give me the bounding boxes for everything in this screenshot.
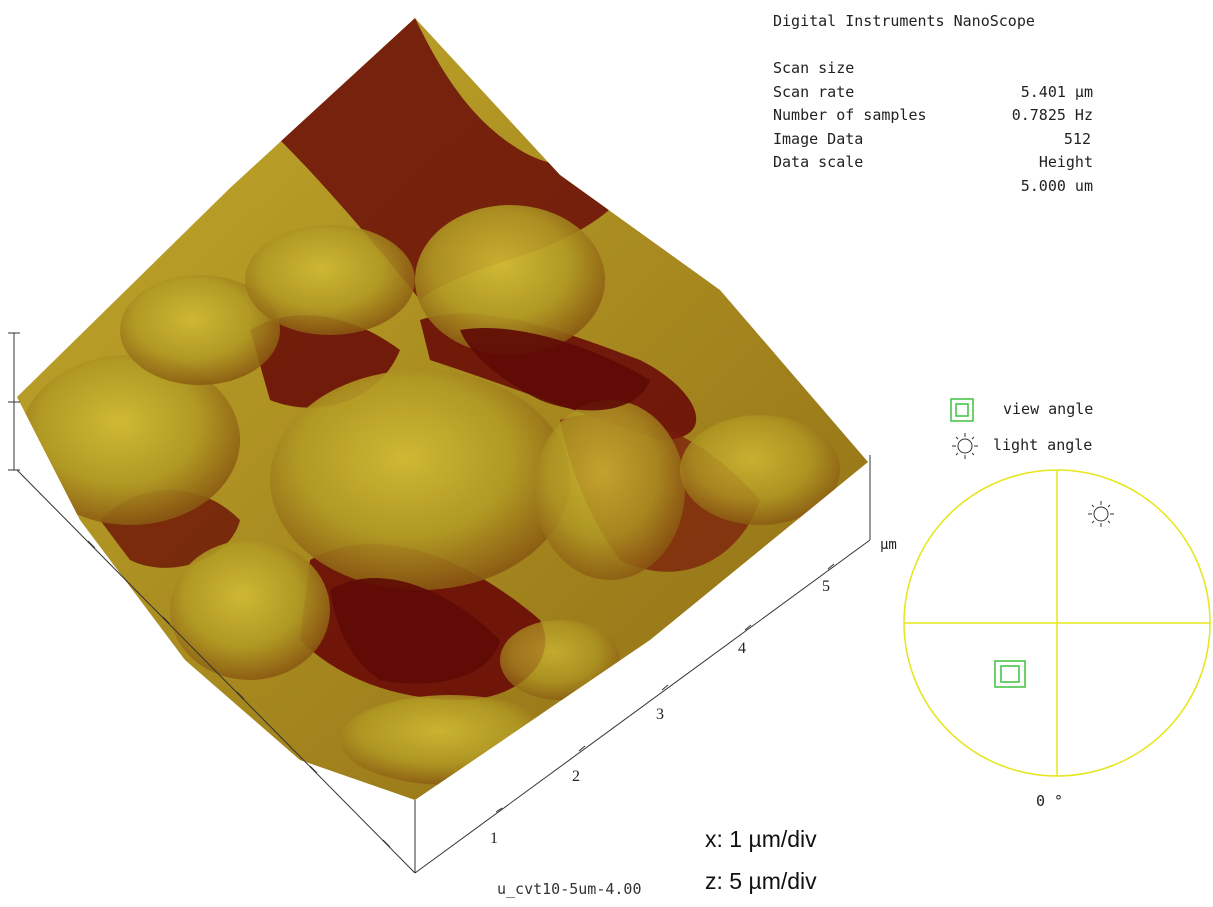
param-scan-rate: Scan rate 0.7825 Hz [773, 57, 1133, 125]
light-angle-icon [952, 433, 978, 459]
x-scale-label: x: 1 µm/div [705, 826, 817, 852]
angle-readout: 0 ° [1036, 792, 1064, 810]
y-tick [578, 745, 586, 752]
y-axis-line [414, 539, 871, 874]
x-tick [382, 839, 391, 848]
light-angle-label: light angle [993, 436, 1093, 454]
z-scale-label: z: 5 µm/div [705, 868, 817, 894]
axis-tick-label: 4 [738, 640, 746, 657]
view-position-icon [994, 660, 1026, 688]
param-scan-size: Scan size 5.401 µm [773, 34, 1133, 101]
image-filename: u_cvt10-5um-4.00 [497, 880, 642, 898]
x-tick [87, 540, 96, 549]
x-tick [236, 691, 245, 700]
param-data-scale: Data scale 5.000 um [773, 128, 1133, 195]
scan-info-panel: Digital Instruments NanoScope Scan size … [773, 10, 1133, 195]
axis-tick-label: 1 [490, 830, 498, 847]
axis-unit-label: µm [880, 537, 897, 553]
axis-tick-label: 5 [822, 578, 830, 595]
x-tick [162, 616, 171, 625]
param-value: 5.401 µm [1020, 82, 1093, 101]
param-value: 512 [1063, 129, 1091, 148]
y-tick [495, 807, 503, 813]
param-key: Scan size [773, 59, 855, 77]
surface-plot [17, 18, 868, 800]
param-image-data: Image Data Height [773, 104, 1133, 172]
param-value: Height [1038, 153, 1093, 171]
param-number-of-samples: Number of samples 512 [773, 81, 1133, 148]
view-angle-label: view angle [1003, 400, 1094, 418]
angle-legend [950, 398, 978, 459]
x-axis-line [16, 469, 416, 874]
view-angle-icon [950, 398, 974, 422]
y-tick [661, 684, 669, 691]
param-value: 0.7825 Hz [1011, 106, 1093, 124]
y-tick [744, 624, 752, 631]
x-tick [309, 765, 318, 774]
param-key: Image Data [773, 129, 864, 148]
param-key: Data scale [773, 153, 864, 171]
y-tick [827, 563, 835, 570]
angle-circle [903, 469, 1211, 777]
axes [8, 332, 871, 874]
param-key: Number of samples [773, 106, 927, 124]
instrument-name: Digital Instruments NanoScope [773, 12, 1035, 30]
param-value: 5.000 um [1020, 176, 1093, 195]
axis-tick-label: 3 [656, 706, 664, 723]
param-key: Scan rate [773, 82, 855, 101]
axis-tick-label: 2 [572, 768, 580, 785]
light-position-icon [1088, 501, 1114, 527]
